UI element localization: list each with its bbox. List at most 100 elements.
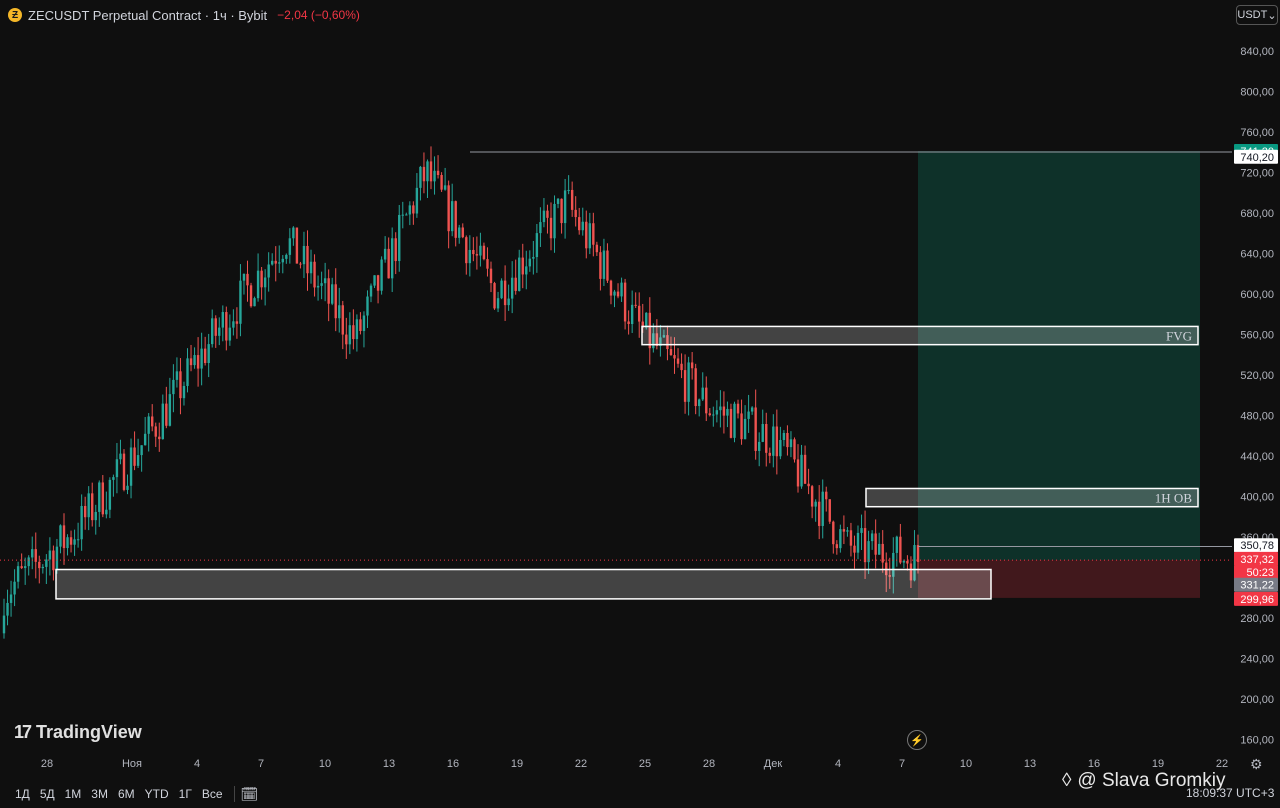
candle-body — [846, 530, 849, 532]
candle-body — [91, 493, 94, 521]
time-axis: 28 Ноя 4 7 10 13 16 19 22 25 28 Дек 4 7 10 13 16 19 22 — [41, 758, 1228, 770]
date-tick: 4 — [835, 758, 841, 770]
candle-body — [729, 408, 733, 438]
candle-body — [761, 424, 764, 442]
date-tick: 7 — [899, 758, 905, 770]
range-button-ytd[interactable]: YTD — [144, 787, 169, 801]
candle-body — [475, 254, 479, 256]
candle-body — [793, 439, 796, 460]
range-button-6m[interactable]: 6М — [117, 787, 135, 801]
candle-body — [832, 521, 835, 545]
candle-body — [341, 305, 344, 335]
range-button-1m[interactable]: 1М — [64, 787, 82, 801]
candle-body — [715, 410, 719, 415]
range-button-3m[interactable]: 3М — [91, 787, 108, 801]
candle-body — [299, 263, 302, 265]
candle-body — [796, 459, 800, 487]
candle-body — [454, 201, 457, 238]
candle-body — [789, 439, 793, 448]
candle-body — [2, 615, 6, 634]
candle-body — [899, 536, 902, 563]
candle-body — [376, 275, 380, 291]
candle-body — [232, 321, 235, 328]
lightning-icon[interactable]: ⚡ — [907, 730, 927, 750]
candle-body — [129, 447, 133, 486]
date-tick: 13 — [1024, 758, 1036, 770]
candle-body — [147, 416, 150, 434]
candle-body — [630, 304, 634, 325]
candle-body — [916, 545, 920, 562]
range-button-5d[interactable]: 5Д — [39, 787, 55, 801]
candle-body — [415, 187, 419, 214]
candle-body — [472, 249, 475, 255]
candle-body — [281, 258, 284, 263]
candle-body — [860, 528, 863, 533]
range-button-1d[interactable]: 1Д — [15, 787, 30, 801]
candle-body — [493, 283, 496, 309]
candle-body — [355, 319, 359, 340]
candle-body — [856, 532, 860, 553]
candle-body — [510, 277, 514, 299]
candle-body — [567, 189, 570, 191]
date-tick: 16 — [447, 758, 459, 770]
candle-body — [288, 238, 292, 255]
symbol-title[interactable]: ZECUSDT Perpetual Contract · 1ч · Bybit — [28, 7, 268, 23]
price-tick: 240,00 — [1240, 654, 1274, 666]
candle-body — [623, 282, 627, 322]
candle-body — [405, 214, 408, 216]
candle-body — [69, 537, 73, 545]
candle-body — [701, 387, 704, 400]
calendar-range-icon[interactable]: 🗓 — [240, 785, 259, 802]
candle-body — [193, 355, 196, 366]
candle-body — [256, 270, 260, 299]
candle-body — [627, 321, 630, 325]
candle-body — [426, 161, 429, 182]
bottom-toolbar: 1Д 5Д 1М 3М 6М YTD 1Г Все 🗓 — [0, 780, 1280, 808]
candle-body — [394, 238, 397, 262]
candle-body — [496, 298, 500, 309]
price-tick: 760,00 — [1240, 127, 1274, 139]
date-tick: 16 — [1088, 758, 1100, 770]
candle-body — [863, 528, 867, 563]
candle-body — [126, 485, 129, 490]
price-tick: 800,00 — [1240, 86, 1274, 98]
candle-body — [338, 305, 341, 319]
candle-body — [539, 222, 542, 234]
candle-body — [747, 411, 750, 419]
candle-body — [186, 358, 189, 386]
candle-body — [165, 403, 168, 426]
candle-body — [821, 491, 824, 526]
zone-label: 1H OB — [1155, 491, 1193, 506]
range-button-all[interactable]: Все — [201, 787, 223, 801]
position-stop-zone — [918, 560, 1200, 598]
settings-gear-icon[interactable]: ⚙ — [1250, 756, 1263, 772]
candle-body — [698, 399, 701, 407]
candle-body — [330, 284, 334, 304]
candle-body — [158, 436, 161, 440]
candle-body — [500, 280, 503, 299]
candle-body — [581, 221, 584, 231]
tradingview-logo-text: TradingView — [36, 722, 142, 742]
candle-body — [76, 539, 80, 541]
candle-body — [429, 161, 433, 182]
candle-body — [549, 217, 553, 239]
candle-body — [694, 368, 697, 407]
candle-body — [662, 335, 666, 338]
currency-button[interactable]: USDT ⌄ — [1236, 5, 1278, 25]
candle-body — [546, 210, 549, 218]
range-button-1y[interactable]: 1Г — [178, 787, 192, 801]
date-tick: 25 — [639, 758, 651, 770]
date-tick: 4 — [194, 758, 200, 770]
candle-body — [553, 203, 556, 239]
clock[interactable]: 18:09:37 UTC+3 — [1186, 786, 1275, 800]
date-tick: 22 — [575, 758, 587, 770]
candle-body — [267, 264, 270, 278]
candle-body — [602, 250, 606, 279]
candle-body — [450, 201, 454, 232]
price-tick: 720,00 — [1240, 167, 1274, 179]
candle-body — [263, 277, 267, 288]
candle-body — [412, 205, 415, 214]
tradingview-logo[interactable]: 17 TradingView — [14, 722, 142, 743]
candle-body — [888, 575, 891, 577]
